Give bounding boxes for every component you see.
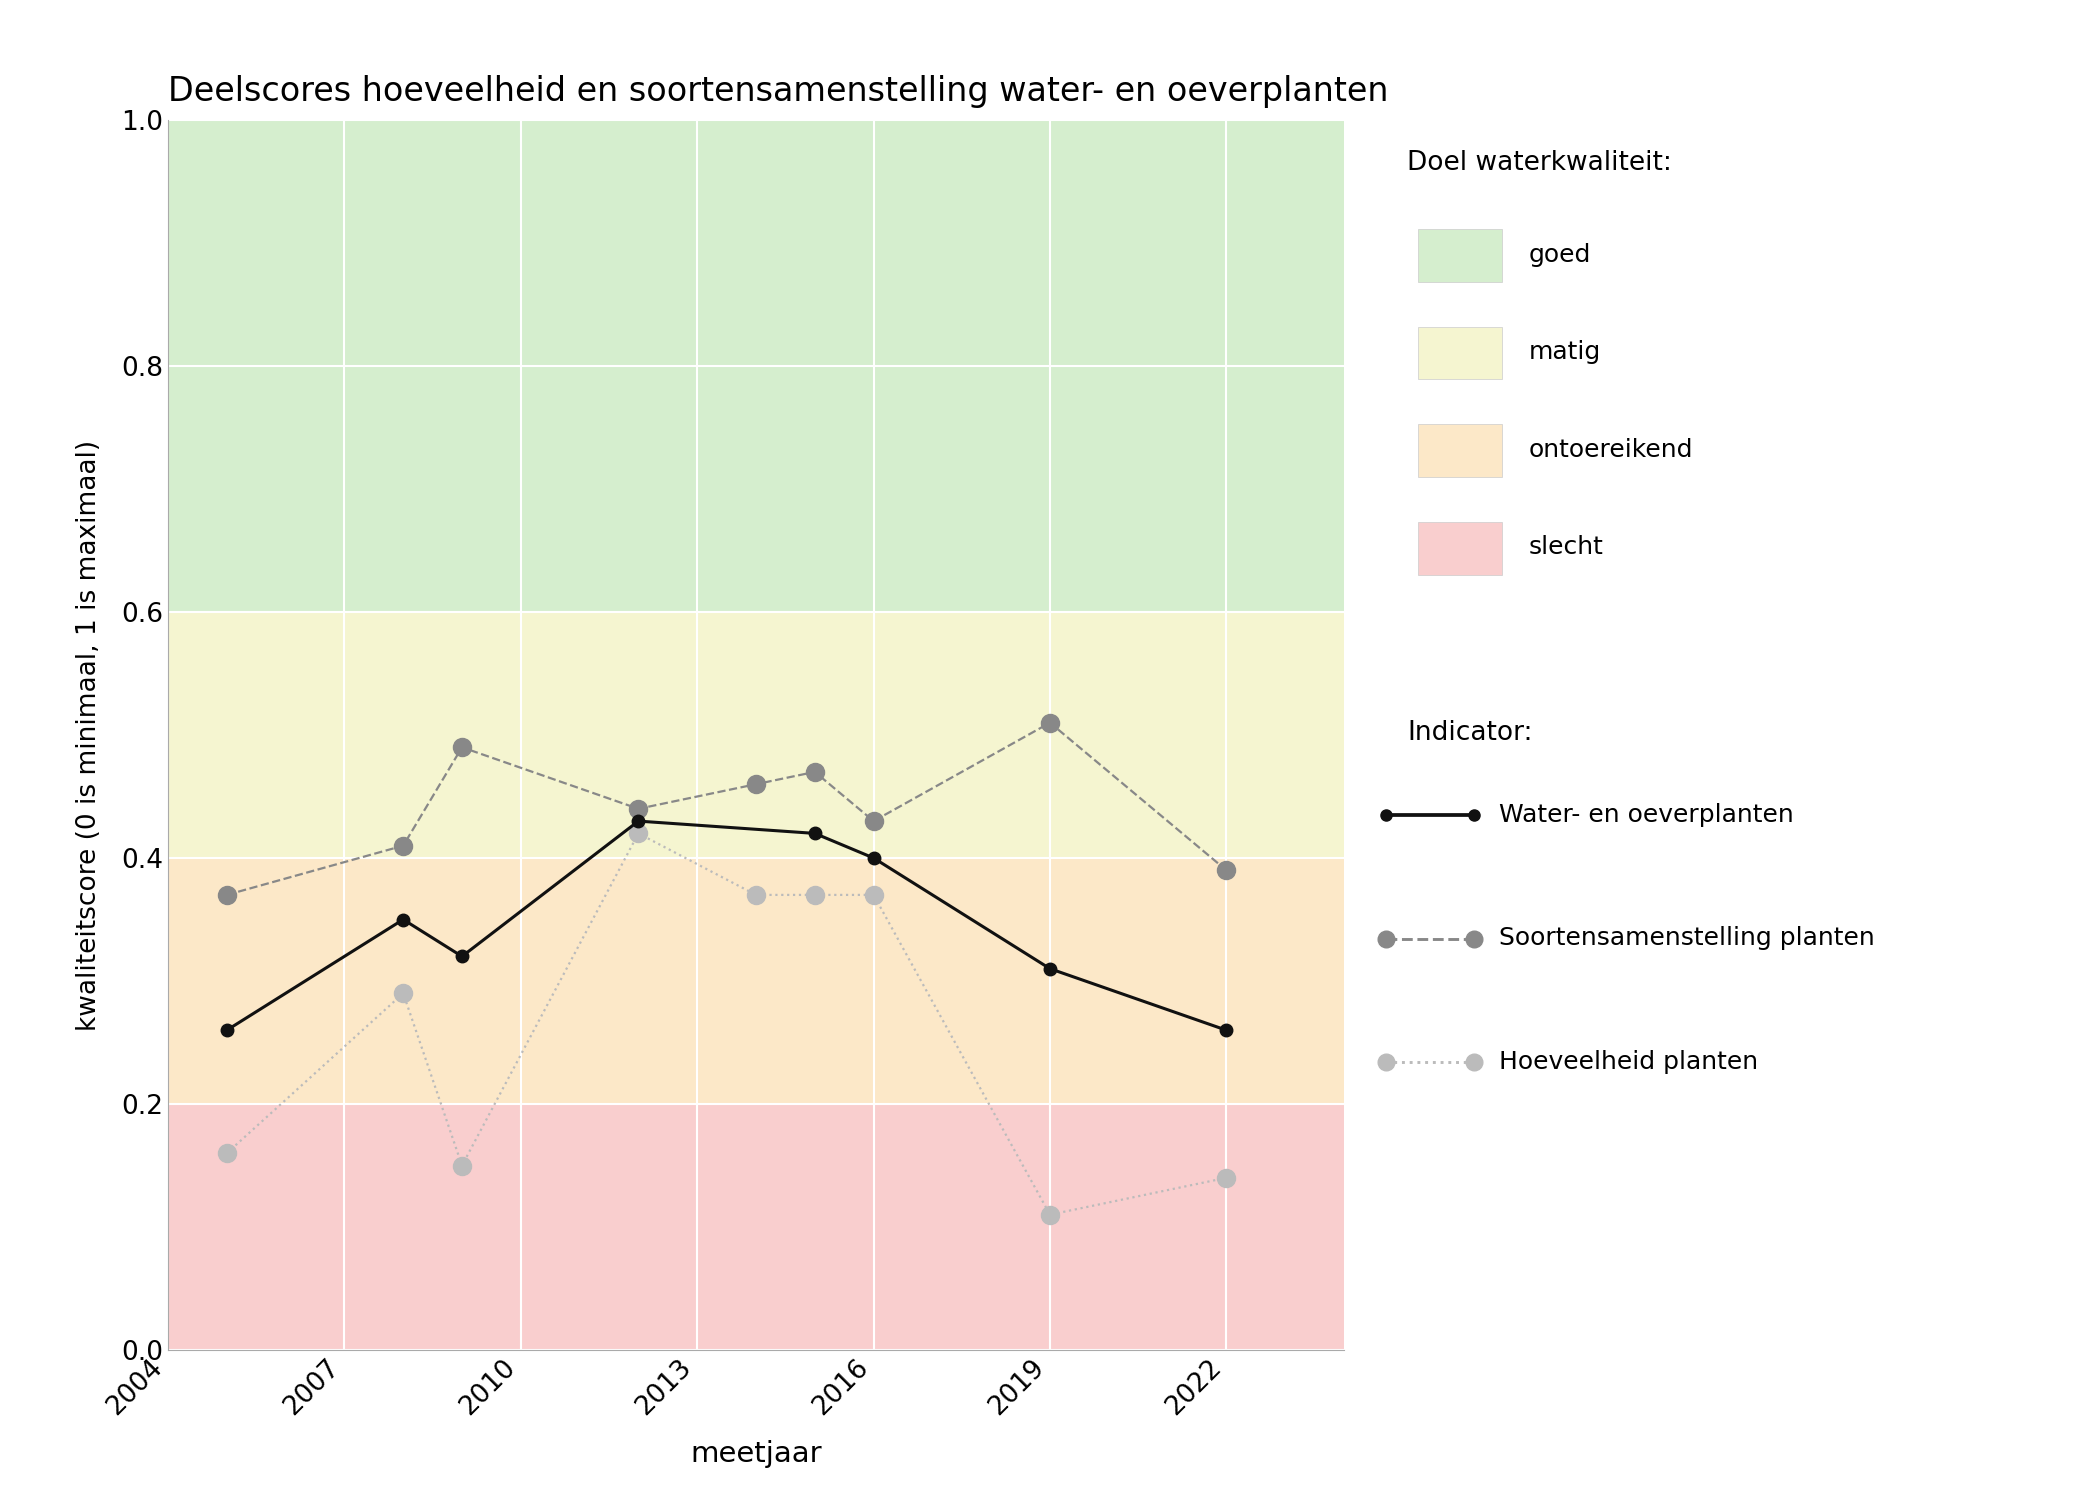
- Text: Soortensamenstelling planten: Soortensamenstelling planten: [1499, 927, 1875, 951]
- Y-axis label: kwaliteitscore (0 is minimaal, 1 is maximaal): kwaliteitscore (0 is minimaal, 1 is maxi…: [76, 440, 101, 1030]
- Text: Hoeveelheid planten: Hoeveelheid planten: [1499, 1050, 1758, 1074]
- Bar: [168, 858, 1344, 1104]
- Text: goed: goed: [1529, 243, 1592, 267]
- Bar: [168, 612, 1344, 858]
- Text: Deelscores hoeveelheid en soortensamenstelling water- en oeverplanten: Deelscores hoeveelheid en soortensamenst…: [168, 75, 1388, 108]
- Text: Doel waterkwaliteit:: Doel waterkwaliteit:: [1407, 150, 1672, 176]
- Text: Indicator:: Indicator:: [1407, 720, 1533, 746]
- Bar: [168, 1104, 1344, 1350]
- Text: ontoereikend: ontoereikend: [1529, 438, 1693, 462]
- Text: matig: matig: [1529, 340, 1600, 364]
- Text: Water- en oeverplanten: Water- en oeverplanten: [1499, 802, 1793, 826]
- X-axis label: meetjaar: meetjaar: [691, 1440, 821, 1468]
- Text: slecht: slecht: [1529, 536, 1604, 560]
- Bar: [168, 120, 1344, 612]
